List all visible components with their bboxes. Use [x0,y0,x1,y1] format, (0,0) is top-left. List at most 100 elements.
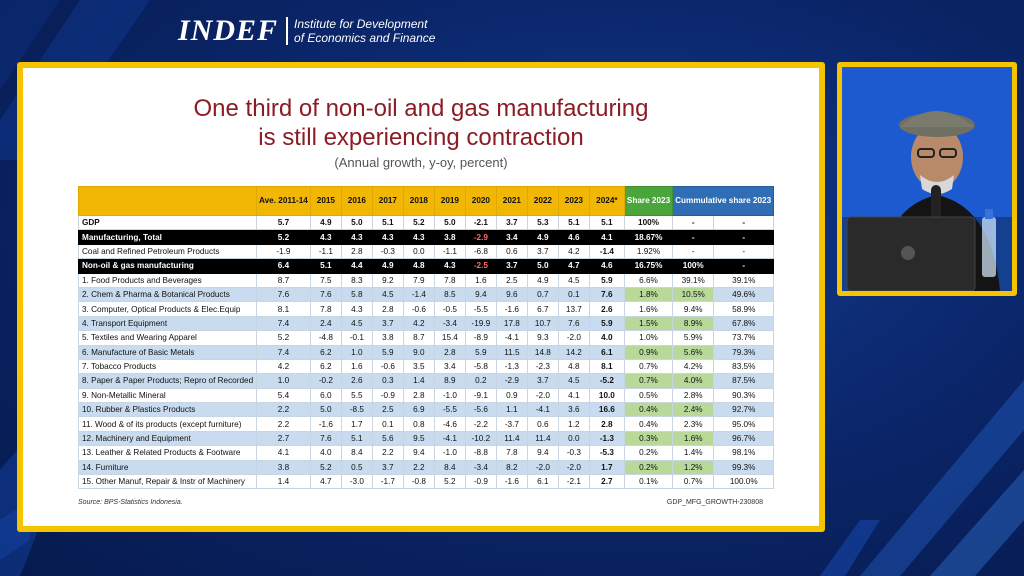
table-cell: -2.0 [526,459,559,476]
table-cell: -5.5 [433,402,466,418]
table-cell: 73.7% [713,330,775,346]
presenter-illustration [842,67,1012,291]
table-row: 1. Food Products and Beverages 8.7 7.5 8.3 9… [78,272,775,288]
table-cell: 79.3% [713,344,775,360]
table-cell: 7.5 [309,272,342,288]
slide-frame: One third of non-oil and gas manufacturi… [17,62,825,532]
growth-table: Ave. 2011-14 2015 2016 2017 2018 2019 2020 2021… [78,186,775,490]
table-cell: 4.2 [557,243,590,260]
table-cell: 9.4 [526,445,559,461]
row-label: 6. Manufacture of Basic Metals [78,344,257,360]
table-cell: 4.0 [588,330,625,346]
table-cell: 2.2 [256,416,311,432]
row-label: 2. Chem & Pharma & Botanical Products [78,286,257,303]
table-cell: -2.9 [495,373,528,389]
table-cell: 1.6% [672,430,715,447]
table-cell: 0.8 [402,416,435,432]
table-cell: 4.3 [433,258,466,274]
table-cell: 8.4 [433,459,466,476]
column-header: 2020 [464,186,497,216]
table-cell: -1.3 [495,358,528,375]
table-cell: 7.6 [588,286,625,303]
table-cell: 1.6% [623,301,674,317]
table-cell: 9.4 [464,286,497,303]
table-cell: 5.6 [371,430,404,447]
table-cell: 2.8% [672,387,715,404]
indef-logo: INDEF [178,14,279,47]
table-cell: 0.3% [623,430,674,447]
table-cell: 5.0 [309,402,342,418]
table-cell: 4.5 [557,272,590,288]
table-row: 9. Non-Metallic Mineral 5.4 6.0 5.5 -0.9 2.8-… [78,387,775,404]
table-cell: 2.7 [256,430,311,447]
table-cell: -9.1 [464,387,497,404]
table-cell: 0.7% [623,373,674,389]
table-cell: - [672,214,715,231]
tagline-line-1: Institute for Development [294,17,428,31]
table-cell: 9.3 [526,330,559,346]
chart-code: GDP_MFG_GROWTH-230808 [666,499,763,506]
table-cell: -2.0 [557,459,590,476]
table-cell: 2.8 [340,243,373,260]
table-cell: -4.1 [526,402,559,418]
table-cell: 58.9% [713,301,775,317]
table-cell: 2.6 [588,301,625,317]
table-cell: 4.9 [371,258,404,274]
table-cell: 0.4% [623,402,674,418]
table-cell: 6.7 [526,301,559,317]
table-cell: 5.0 [433,214,466,231]
row-label: 5. Textiles and Wearing Apparel [78,330,257,346]
table-cell: 5.9 [371,344,404,360]
table-cell: -19.9 [464,315,497,332]
table-cell: -5.2 [588,373,625,389]
table-cell: 14.2 [557,344,590,360]
table-cell: -5.3 [588,445,625,461]
table-cell: 3.4 [495,229,528,245]
table-cell: 1.4% [672,445,715,461]
table-cell: 3.7 [526,243,559,260]
table-cell: 5.1 [557,214,590,231]
table-header-row: Ave. 2011-14 2015 2016 2017 2018 2019 2020 2021… [78,186,775,216]
table-cell: 9.2 [371,272,404,288]
table-cell: -0.1 [340,330,373,346]
table-cell: 0.1% [623,474,674,490]
row-label: 15. Other Manuf, Repair & Instr of Machi… [78,474,257,490]
table-cell: -0.5 [433,301,466,317]
table-cell: 4.0% [672,373,715,389]
table-cell: -1.1 [433,243,466,260]
table-cell: 4.3 [402,229,435,245]
table-cell: 1.2 [557,416,590,432]
table-cell: -8.9 [464,330,497,346]
table-cell: 0.4% [623,416,674,432]
table-cell: 2.2 [371,445,404,461]
table-cell: 4.7 [309,474,342,490]
table-cell: 0.6 [526,416,559,432]
table-cell: 2.5 [371,402,404,418]
table-cell: -1.9 [256,243,311,260]
column-header: 2022 [526,186,559,216]
table-cell: 3.7 [371,315,404,332]
slide-title-line-2: is still experiencing contraction [258,124,584,151]
indef-header: INDEF Institute for Development of Econo… [178,14,435,48]
table-cell: 3.6 [557,402,590,418]
table-cell: 1.7 [340,416,373,432]
table-cell: 3.8 [256,459,311,476]
table-row: 15. Other Manuf, Repair & Instr of Machi… [78,474,775,490]
table-cell: 0.7% [623,358,674,375]
table-cell: 4.1 [588,229,625,245]
table-row: 6. Manufacture of Basic Metals 7.4 6.2 1.0 5… [78,344,775,360]
table-cell: 5.0 [340,214,373,231]
table-cell: -2.1 [464,214,497,231]
table-cell: 4.2 [402,315,435,332]
table-cell: 10.7 [526,315,559,332]
table-cell: -1.6 [495,474,528,490]
table-cell: 5.2 [309,459,342,476]
table-row: 10. Rubber & Plastics Products 2.2 5.0 -8.5… [78,402,775,418]
table-cell: 4.8 [402,258,435,274]
column-header: 2017 [371,186,404,216]
table-cell: 4.0 [309,445,342,461]
table-cell: 8.1 [256,301,311,317]
table-cell: 3.4 [433,358,466,375]
table-cell: 4.2 [256,358,311,375]
table-cell: 39.1% [672,272,715,288]
